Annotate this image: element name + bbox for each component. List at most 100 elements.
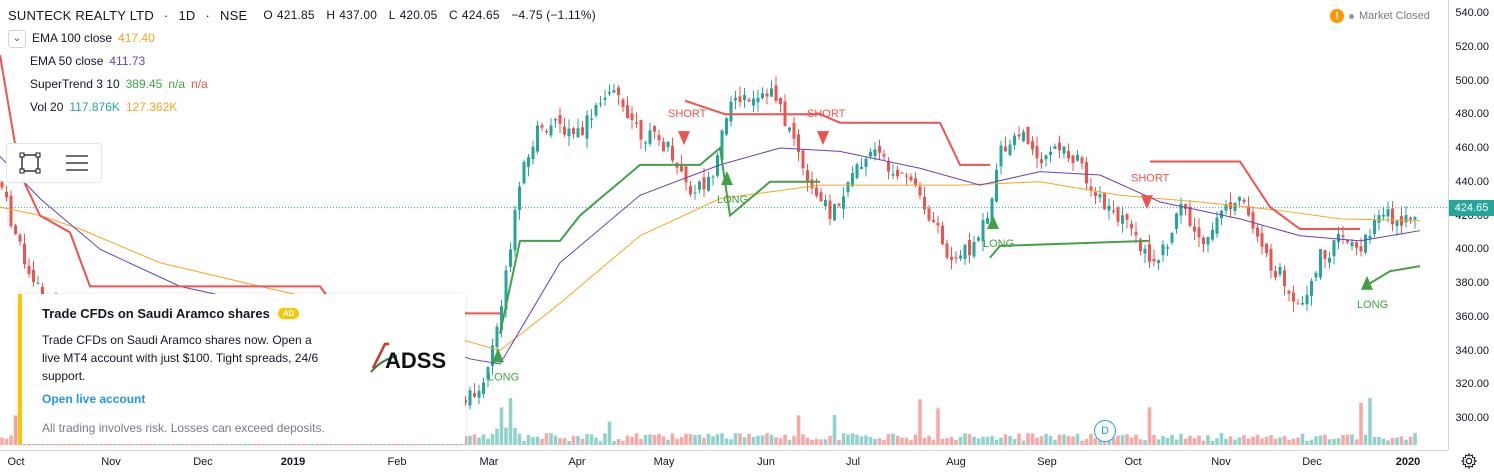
candle-body <box>603 97 607 100</box>
volume-bar <box>1237 437 1242 445</box>
dividend-event-marker[interactable]: D <box>1094 420 1116 442</box>
volume-bar <box>855 434 859 445</box>
volume-bar <box>472 434 477 445</box>
candle-body <box>1337 233 1340 243</box>
volume-bar <box>1381 439 1386 445</box>
volume-bar <box>1084 438 1089 445</box>
signal-label: SHORT <box>807 108 846 120</box>
volume-bar <box>1291 438 1296 445</box>
time-axis[interactable]: Oct Nov Dec 2019 Feb Mar Apr May Jun Jul Aug Sep Oct… <box>0 450 1448 475</box>
candle-body <box>1062 146 1066 154</box>
candle-body <box>1251 212 1255 229</box>
legend-volume[interactable]: Vol 20 117.876K 127.362K <box>30 100 178 114</box>
volume-bar <box>1188 435 1192 445</box>
candle-body <box>1323 250 1327 260</box>
volume-bar <box>967 434 972 445</box>
volume-bar <box>670 433 675 445</box>
signal-label: SHORT <box>1131 172 1170 184</box>
candle-body <box>23 243 26 265</box>
volume-bar <box>814 438 819 445</box>
candle-body <box>779 98 782 105</box>
volume-bar <box>1327 439 1332 445</box>
ad-banner[interactable]: Trade CFDs on Saudi Aramco shares AD Tra… <box>18 294 465 444</box>
volume-bar <box>819 439 823 445</box>
volume-bar <box>481 434 486 445</box>
volume-bar <box>922 437 927 445</box>
symbol-name[interactable]: SUNTECK REALTY LTD <box>8 8 154 23</box>
volume-bar <box>900 438 904 445</box>
candle-body <box>513 210 517 251</box>
volume-bar <box>1116 435 1120 445</box>
legend-supertrend[interactable]: SuperTrend 3 10 389.45 n/a n/a <box>30 77 208 91</box>
volume-bar <box>589 434 594 445</box>
volume-bar <box>558 438 562 445</box>
menu-lines-icon[interactable] <box>64 152 90 174</box>
candle-body <box>563 126 566 135</box>
volume-bar <box>1345 434 1350 445</box>
chevron-down-icon[interactable]: ⌄ <box>8 29 26 48</box>
time-tick: Aug <box>946 456 966 468</box>
interval[interactable]: 1D <box>178 8 196 23</box>
time-tick: Nov <box>101 456 121 468</box>
candle-body <box>648 130 652 144</box>
candle-body <box>1215 217 1219 234</box>
volume-bar <box>1165 438 1170 445</box>
volume-bar <box>1156 439 1161 445</box>
volume-bar <box>1125 434 1129 445</box>
candle-body <box>954 257 958 259</box>
candle-body <box>1391 208 1394 225</box>
volume-bar <box>823 439 828 445</box>
candle-body <box>891 174 895 176</box>
legend-ema50[interactable]: EMA 50 close 411.73 <box>30 54 146 68</box>
volume-bar <box>522 440 526 445</box>
volume-bar <box>765 433 769 445</box>
volume-bar <box>540 438 544 445</box>
volume-bar <box>526 434 531 445</box>
candle-body <box>1125 214 1129 220</box>
candle-body <box>1067 151 1070 159</box>
warning-icon[interactable]: ! <box>1330 9 1344 23</box>
candle-body <box>878 145 881 153</box>
candle-body <box>1314 273 1318 278</box>
volume-bar <box>1057 434 1062 445</box>
market-status[interactable]: ! Market Closed <box>1330 9 1430 23</box>
candle-body <box>1184 204 1187 210</box>
candle-body <box>1242 199 1246 203</box>
volume-bar <box>549 433 553 445</box>
candle-body <box>594 104 598 116</box>
candle-body <box>995 169 998 202</box>
volume-bar <box>490 434 495 445</box>
candle-body <box>1409 217 1412 220</box>
candle-body <box>500 306 503 331</box>
candle-body <box>464 400 467 403</box>
volume-bar <box>661 436 666 445</box>
volume-bar <box>643 434 648 445</box>
candle-body <box>1085 162 1088 184</box>
candle-body <box>639 120 643 140</box>
time-tick: May <box>653 456 675 468</box>
volume-bar <box>760 435 765 445</box>
candle-body <box>725 118 728 135</box>
volume-bar <box>756 435 760 445</box>
candle-body <box>1134 231 1138 236</box>
candle-body <box>1197 227 1201 238</box>
volume-bar <box>1138 439 1143 445</box>
legend-ema100[interactable]: ⌄ EMA 100 close 417.40 <box>8 27 604 50</box>
candle-body <box>1233 202 1237 211</box>
volume-bar <box>1008 435 1012 445</box>
candle-body <box>486 367 490 380</box>
candle-body <box>923 196 926 210</box>
volume-bar <box>652 435 657 445</box>
open-account-link[interactable]: Open live account <box>42 392 146 406</box>
candle-body <box>1179 203 1183 216</box>
price-axis[interactable]: 540.00520.00500.00480.00460.00440.00420.… <box>1448 0 1494 450</box>
rectangle-select-icon[interactable] <box>19 152 41 174</box>
gear-icon[interactable] <box>1460 452 1478 470</box>
volume-bar <box>1183 438 1188 445</box>
volume-bar <box>571 435 576 445</box>
candle-body <box>1116 207 1120 222</box>
volume-bar <box>1129 437 1134 445</box>
volume-bar <box>1093 438 1098 445</box>
volume-bar <box>1219 433 1224 445</box>
